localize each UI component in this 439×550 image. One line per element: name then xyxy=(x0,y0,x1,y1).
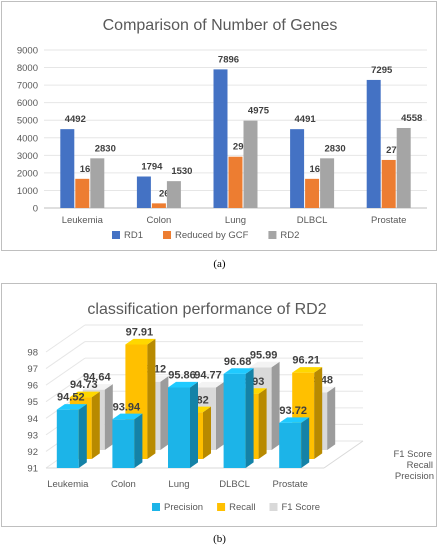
data-label: 94.64 xyxy=(83,372,111,384)
caption-b: (b) xyxy=(213,533,226,545)
chart-a-title: Comparison of Number of Genes xyxy=(103,17,338,34)
data-label: 94.77 xyxy=(194,370,222,382)
chart-b-panel: classification performance of RD2 91 92 93… xyxy=(1,283,437,527)
legend-swatch-reduced-by-gcf xyxy=(163,231,172,239)
data-label: 7896 xyxy=(218,54,239,65)
y-tick-label: 4000 xyxy=(17,133,38,144)
x-tick-label: Leukemia xyxy=(47,479,89,490)
y-tick-label: 92 xyxy=(27,447,38,458)
y-tick-label: 91 xyxy=(27,464,38,475)
data-label: 96.68 xyxy=(224,356,252,368)
y-tick-label: 5000 xyxy=(17,116,38,127)
data-label: 94.52 xyxy=(57,392,85,404)
legend-label-recall: Recall xyxy=(229,502,255,513)
x-tick-label: Colon xyxy=(111,479,136,490)
data-label: 94.73 xyxy=(70,379,98,391)
data-label: 96.21 xyxy=(292,355,320,367)
gridline-side xyxy=(45,324,86,353)
bar-rd1 xyxy=(213,69,228,208)
data-label: 95.99 xyxy=(250,349,278,361)
data-label: 4975 xyxy=(248,106,270,117)
y-tick-label: 94 xyxy=(27,414,38,425)
chart-a-svg: Comparison of Number of Genes 0 1000 2000 3… xyxy=(17,17,427,241)
x-tick-label: Colon xyxy=(146,215,171,226)
caption-a: (a) xyxy=(213,258,226,270)
x-tick-label: DLBCL xyxy=(219,479,250,490)
depth-axis-label: F1 Score xyxy=(393,449,432,460)
legend-label-rd1: RD1 xyxy=(124,230,143,241)
data-label: 93.94 xyxy=(113,401,141,413)
y-tick-label: 0 xyxy=(33,204,38,215)
data-label: 7295 xyxy=(371,65,393,76)
legend-label-f1-score: F1 Score xyxy=(281,502,320,513)
gridline-side xyxy=(45,357,86,386)
data-label: 4491 xyxy=(295,114,317,125)
bar-rd1 xyxy=(366,79,381,208)
y-tick-label: 7000 xyxy=(17,81,38,92)
x-tick-label: Prostate xyxy=(371,215,406,226)
legend-swatch-rd2 xyxy=(268,231,277,239)
y-tick-label: 96 xyxy=(27,381,38,392)
x-tick-label: Lung xyxy=(168,479,189,490)
bar-rd2 xyxy=(320,158,335,208)
legend-swatch-precision xyxy=(152,503,160,511)
legend-swatch-recall xyxy=(217,503,226,511)
bar-rd2 xyxy=(166,181,181,208)
x-tick-label: Lung xyxy=(225,215,246,226)
x-tick-label: DLBCL xyxy=(297,215,328,226)
bar-rd2 xyxy=(396,127,411,208)
data-label: 95.86 xyxy=(168,369,196,381)
data-label: 4558 xyxy=(401,113,422,124)
bar-precision xyxy=(168,381,198,468)
data-label: 2830 xyxy=(325,143,346,154)
x-tick-label: Prostate xyxy=(273,479,308,490)
chart-b-svg: classification performance of RD2 91 92 93… xyxy=(27,301,434,513)
bar-precision xyxy=(112,413,143,468)
data-label: 93.72 xyxy=(279,405,307,417)
bar-rd2 xyxy=(90,158,105,208)
x-tick-label: Leukemia xyxy=(62,215,104,226)
y-tick-label: 93 xyxy=(27,430,38,441)
bar-reduced-by-gcf xyxy=(381,159,396,208)
y-tick-label: 97 xyxy=(27,364,38,375)
bar-precision xyxy=(56,404,87,468)
data-label: 97.91 xyxy=(126,326,154,338)
bar-reduced-by-gcf xyxy=(228,156,243,208)
y-tick-label: 98 xyxy=(27,348,38,359)
data-label: 4492 xyxy=(65,114,86,125)
y-tick-label: 95 xyxy=(27,397,38,408)
bar-reduced-by-gcf xyxy=(75,178,90,208)
legend-swatch-f1-score xyxy=(269,503,278,511)
y-tick-label: 2000 xyxy=(17,168,38,179)
legend-swatch-rd1 xyxy=(112,231,120,239)
gridline-side xyxy=(45,374,86,403)
depth-axis-label: Recall xyxy=(407,460,433,471)
depth-axis-label: Precision xyxy=(395,471,434,482)
chart-b-title: classification performance of RD2 xyxy=(87,301,326,318)
y-tick-label: 8000 xyxy=(17,63,38,74)
legend-label-precision: Precision xyxy=(164,502,203,513)
gridline-side xyxy=(45,341,86,369)
bar-precision xyxy=(279,417,310,468)
bar-rd1 xyxy=(290,129,305,208)
data-label: 1794 xyxy=(141,162,163,173)
y-tick-label: 6000 xyxy=(17,98,38,109)
y-tick-label: 3000 xyxy=(17,151,38,162)
y-tick-label: 9000 xyxy=(17,46,38,57)
data-label: 1530 xyxy=(171,166,192,177)
bar-reduced-by-gcf xyxy=(305,178,320,208)
legend-label-rd2: RD2 xyxy=(280,230,299,241)
bar-precision xyxy=(223,368,254,468)
bar-reduced-by-gcf xyxy=(151,203,166,208)
bar-rd1 xyxy=(136,176,151,208)
chart-a-panel: Comparison of Number of Genes 0 1000 2000 3… xyxy=(1,1,437,251)
floor-edge-side xyxy=(323,440,364,469)
legend-label-reduced-by-gcf: Reduced by GCF xyxy=(175,230,249,241)
bar-rd1 xyxy=(60,129,75,208)
y-tick-label: 1000 xyxy=(17,186,38,197)
data-label: 2830 xyxy=(95,143,116,154)
bar-rd2 xyxy=(243,120,258,208)
